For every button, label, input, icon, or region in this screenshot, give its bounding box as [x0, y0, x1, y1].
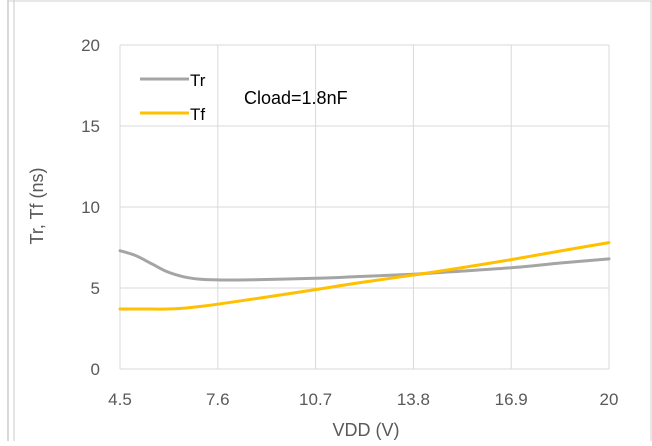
x-axis-ticks: 4.5 7.6 10.7 13.8 16.9 20 [108, 390, 618, 409]
y-tick-label-1: 5 [91, 279, 100, 298]
x-tick-label-2: 10.7 [299, 390, 332, 409]
y-tick-label-3: 15 [81, 117, 100, 136]
legend-label-tf: Tf [190, 105, 205, 124]
y-axis-label: Tr, Tf (ns) [27, 167, 47, 244]
grid [119, 44, 610, 370]
y-tick-label-4: 20 [81, 36, 100, 55]
legend: Tr Tf [140, 71, 206, 124]
x-tick-label-0: 4.5 [108, 390, 132, 409]
annotation-cload: Cload=1.8nF [244, 88, 348, 108]
legend-label-tr: Tr [190, 71, 206, 90]
series-line-tf [118, 241, 611, 311]
y-tick-label-0: 0 [91, 360, 100, 379]
y-axis-ticks: 0 5 10 15 20 [81, 36, 100, 379]
y-tick-label-2: 10 [81, 198, 100, 217]
series-lines [118, 241, 611, 311]
series-line-tr [118, 249, 611, 282]
x-axis-label: VDD (V) [333, 420, 400, 440]
x-tick-label-3: 13.8 [397, 390, 430, 409]
x-tick-label-1: 7.6 [206, 390, 230, 409]
x-tick-label-4: 16.9 [495, 390, 528, 409]
x-tick-label-5: 20 [600, 390, 619, 409]
